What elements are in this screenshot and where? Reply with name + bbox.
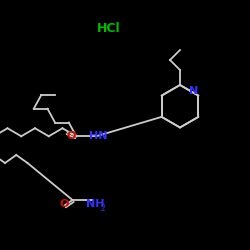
Text: O: O [66,131,76,141]
Text: O: O [59,199,69,209]
Text: N: N [189,86,198,96]
Text: NH: NH [86,199,105,209]
Text: HCl: HCl [97,22,120,35]
Text: 2: 2 [101,204,105,213]
Text: HN: HN [90,131,108,141]
